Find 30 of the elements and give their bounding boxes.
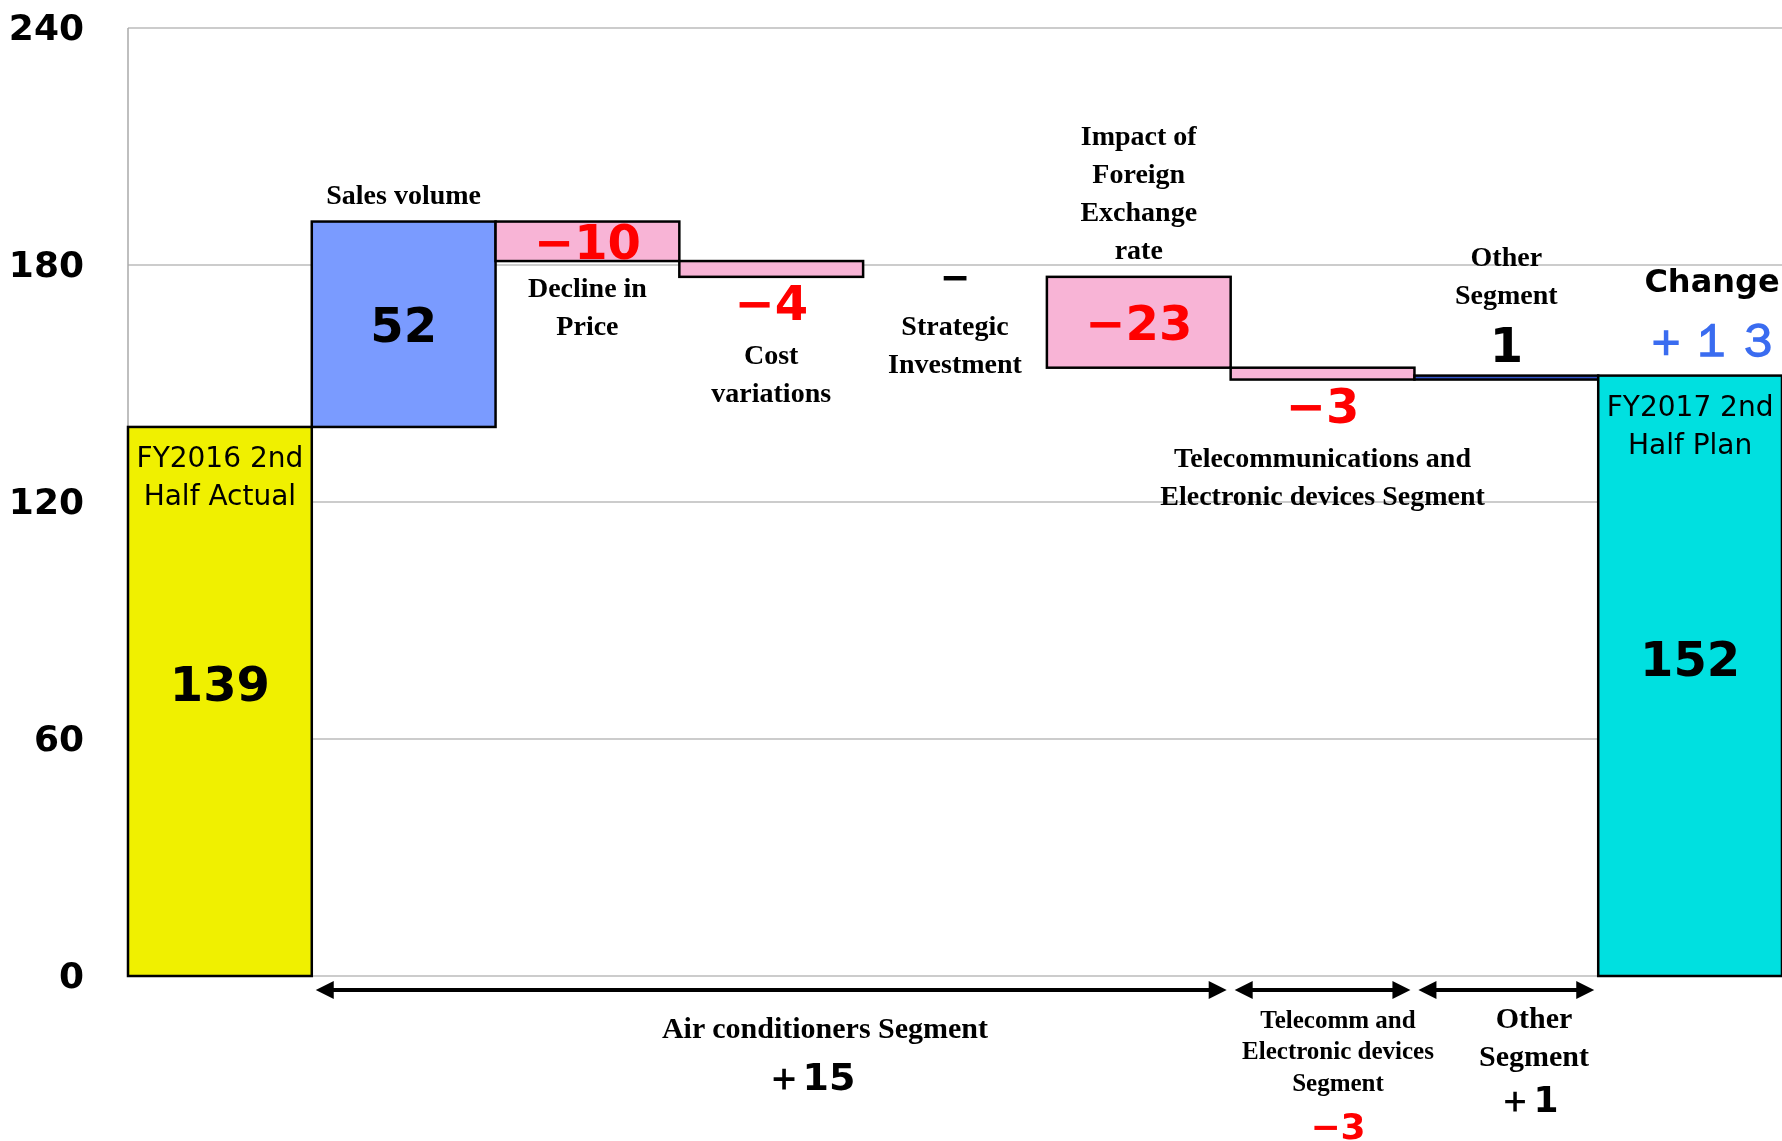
data-label: 139 <box>169 656 270 713</box>
y-tick-label: 120 <box>8 481 84 523</box>
x-tick-label: Sales volume <box>326 178 482 210</box>
data-label: −23 <box>1085 294 1193 351</box>
text: Other Segment <box>1479 1001 1589 1072</box>
text: ＋1 <box>1497 1079 1559 1120</box>
x-tick-label: Impact of Foreign Exchange rate <box>1080 119 1198 265</box>
y-tick-label: 0 <box>58 955 84 997</box>
y-tick-label: 60 <box>33 718 84 760</box>
x-tick-label: FY2016 2nd Half Actual <box>136 440 304 512</box>
x-tick-label: Cost variations <box>711 339 832 409</box>
data-label: −3 <box>1285 377 1360 434</box>
data-label: 1 <box>1489 316 1524 373</box>
annotation: ＋１３ <box>1643 313 1781 367</box>
data-label: 52 <box>370 296 438 353</box>
data-label: −4 <box>734 275 809 332</box>
text: Telecomm and Electronic devices Segment <box>1242 1006 1435 1096</box>
data-label: −10 <box>533 213 641 270</box>
y-tick-label: 240 <box>8 7 84 49</box>
annotation: － <box>931 247 979 303</box>
text: −3 <box>1310 1106 1366 1141</box>
y-tick-label: 180 <box>8 244 84 286</box>
data-label: 152 <box>1640 630 1741 687</box>
text: Air conditioners Segment <box>661 1011 989 1044</box>
x-tick-label: Telecommunications and Electronic devices Segment <box>1160 441 1486 511</box>
x-tick-label: FY2017 2nd Half Plan <box>1606 389 1774 461</box>
x-tick-label: Strategic Investment <box>888 310 1023 380</box>
text: ＋15 <box>764 1055 856 1099</box>
x-tick-label: Decline in Price <box>527 272 648 342</box>
annotation: Change <box>1644 262 1780 300</box>
